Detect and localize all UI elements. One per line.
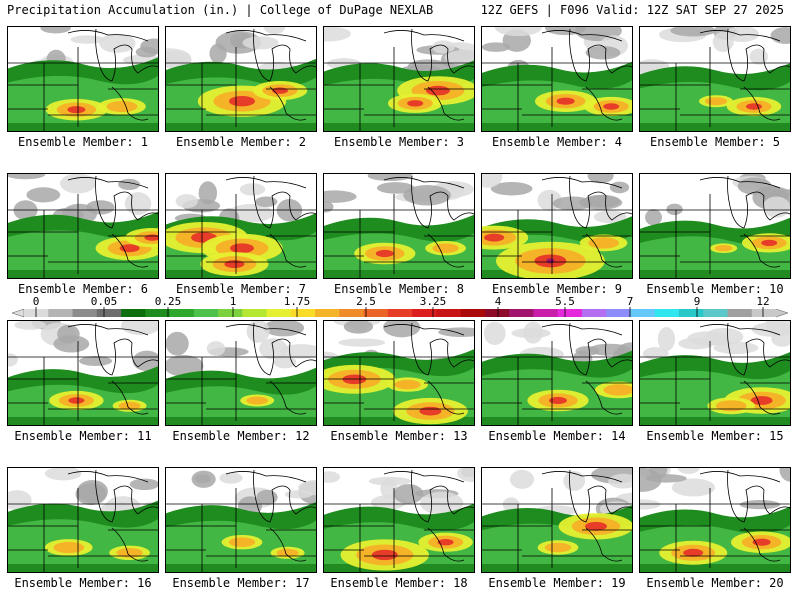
colorbar-swatch (412, 309, 437, 317)
colorbar-swatch (169, 309, 195, 317)
colorbar-tick-label: 9 (694, 295, 701, 308)
colorbar-swatch (703, 309, 728, 317)
ensemble-map (165, 173, 317, 279)
colorbar-swatch (96, 309, 122, 317)
colorbar-tick-label: 2.5 (356, 295, 376, 308)
ensemble-map (481, 467, 633, 573)
ensemble-member-label: Ensemble Member: 5 (649, 135, 781, 149)
colorbar-swatch (266, 309, 292, 317)
ensemble-map (639, 467, 791, 573)
model-valid-time: 12Z GEFS | F096 Valid: 12Z SAT SEP 27 20… (480, 3, 784, 17)
colorbar-swatch (387, 309, 413, 317)
ensemble-member-label: Ensemble Member: 18 (330, 576, 468, 590)
colorbar-tick-label: 1 (230, 295, 237, 308)
ensemble-member-label: Ensemble Member: 1 (17, 135, 149, 149)
colorbar-swatch (72, 309, 98, 317)
ensemble-map (323, 173, 475, 279)
colorbar-swatch (509, 309, 534, 317)
ensemble-map (323, 26, 475, 132)
ensemble-member-label: Ensemble Member: 2 (175, 135, 307, 149)
ensemble-member-label: Ensemble Member: 7 (175, 282, 307, 296)
ensemble-map (7, 173, 159, 279)
colorbar-tick-label: 0.05 (91, 295, 118, 308)
colorbar-swatch (48, 309, 74, 317)
ensemble-map (639, 173, 791, 279)
ensemble-member-label: Ensemble Member: 12 (172, 429, 310, 443)
colorbar-tick-label: 7 (627, 295, 634, 308)
ensemble-map (639, 320, 791, 426)
ensemble-member-label: Ensemble Member: 4 (491, 135, 623, 149)
ensemble-member-label: Ensemble Member: 16 (14, 576, 152, 590)
colorbar-swatch (145, 309, 171, 317)
colorbar-tick-label: 0 (33, 295, 40, 308)
colorbar-swatch (751, 309, 777, 317)
colorbar-tick-label: 1.75 (284, 295, 311, 308)
ensemble-map (481, 320, 633, 426)
colorbar-swatch (290, 309, 316, 317)
colorbar-swatch (630, 309, 656, 317)
ensemble-map (323, 467, 475, 573)
colorbar-swatch (678, 309, 704, 317)
ensemble-member-label: Ensemble Member: 15 (646, 429, 784, 443)
colorbar-tick-label: 12 (756, 295, 769, 308)
page-title: Precipitation Accumulation (in.) | Colle… (7, 3, 434, 17)
ensemble-map (7, 467, 159, 573)
ensemble-map (481, 26, 633, 132)
colorbar-swatch (533, 309, 559, 317)
ensemble-member-label: Ensemble Member: 9 (491, 282, 623, 296)
ensemble-member-label: Ensemble Member: 20 (646, 576, 784, 590)
colorbar-tick-label: 4 (495, 295, 502, 308)
ensemble-member-label: Ensemble Member: 19 (488, 576, 626, 590)
ensemble-map (7, 320, 159, 426)
ensemble-map (481, 173, 633, 279)
colorbar-swatch (315, 309, 340, 317)
colorbar-swatch (436, 309, 462, 317)
colorbar-tick-label: 0.25 (155, 295, 182, 308)
ensemble-member-label: Ensemble Member: 14 (488, 429, 626, 443)
ensemble-member-label: Ensemble Member: 3 (333, 135, 465, 149)
colorbar-swatch (242, 309, 268, 317)
colorbar-swatch (654, 309, 680, 317)
colorbar-swatch (363, 309, 389, 317)
ensemble-map (165, 26, 317, 132)
colorbar-swatch (606, 309, 631, 317)
ensemble-member-label: Ensemble Member: 17 (172, 576, 310, 590)
colorbar-swatch (193, 309, 219, 317)
colorbar-swatch (218, 309, 243, 317)
colorbar-swatch (484, 309, 510, 317)
ensemble-map (165, 320, 317, 426)
colorbar-swatch (460, 309, 486, 317)
colorbar-swatch (727, 309, 753, 317)
ensemble-map (323, 320, 475, 426)
ensemble-member-label: Ensemble Member: 8 (333, 282, 465, 296)
colorbar-tick-label: 3.25 (420, 295, 447, 308)
ensemble-member-label: Ensemble Member: 11 (14, 429, 152, 443)
precip-colorbar: 0 0.05 0.25 1 1.75 2.5 3.25 4 5.5 7 9 12 (0, 294, 800, 320)
colorbar-swatch (581, 309, 607, 317)
colorbar-swatch (557, 309, 583, 317)
colorbar-swatch (121, 309, 146, 317)
ensemble-member-label: Ensemble Member: 6 (17, 282, 149, 296)
colorbar-swatch (339, 309, 365, 317)
ensemble-map (7, 26, 159, 132)
ensemble-map (639, 26, 791, 132)
colorbar-tick-label: 5.5 (555, 295, 575, 308)
ensemble-map (165, 467, 317, 573)
ensemble-member-label: Ensemble Member: 10 (646, 282, 784, 296)
ensemble-member-label: Ensemble Member: 13 (330, 429, 468, 443)
